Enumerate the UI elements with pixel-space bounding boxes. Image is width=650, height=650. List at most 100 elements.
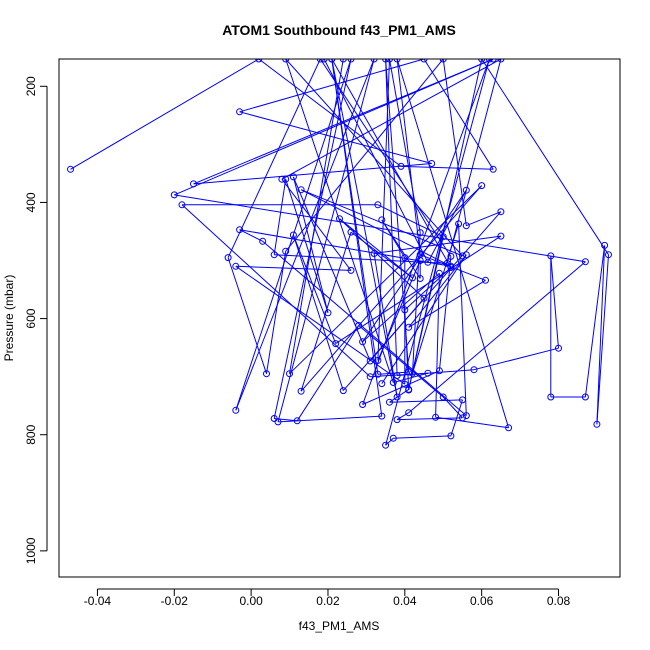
data-point bbox=[382, 441, 390, 449]
data-point bbox=[224, 254, 232, 262]
data-point bbox=[255, 59, 263, 63]
data-point bbox=[263, 370, 270, 378]
data-point bbox=[282, 175, 290, 183]
series-line-segment bbox=[262, 240, 467, 416]
series-line-segment bbox=[385, 437, 394, 446]
data-point bbox=[547, 252, 555, 260]
series-line-segment bbox=[227, 257, 267, 374]
data-point bbox=[359, 401, 367, 408]
data-point bbox=[439, 233, 447, 241]
y-axis: 200 400 600 800 1000 bbox=[24, 76, 48, 564]
x-tick-label: -0.02 bbox=[161, 594, 189, 608]
data-point bbox=[282, 59, 290, 63]
data-point bbox=[366, 357, 374, 365]
data-point bbox=[405, 323, 413, 331]
data-point bbox=[297, 387, 305, 395]
series-line-segment bbox=[408, 261, 586, 414]
data-point bbox=[581, 258, 589, 266]
y-tick-label: 600 bbox=[24, 308, 38, 328]
data-point bbox=[67, 165, 74, 173]
data-point bbox=[386, 59, 393, 63]
data-point bbox=[462, 186, 470, 194]
series-line-segment bbox=[596, 254, 609, 425]
series-line-segment bbox=[339, 218, 413, 279]
data-point bbox=[497, 208, 505, 216]
series-line-segment bbox=[377, 59, 390, 361]
x-tick-label: 0.02 bbox=[316, 594, 340, 608]
series-line-segment bbox=[408, 236, 444, 391]
y-axis-label: Pressure (mbar) bbox=[2, 275, 16, 362]
data-point bbox=[462, 222, 470, 230]
data-point bbox=[374, 201, 382, 209]
series-line-segment bbox=[239, 229, 263, 242]
x-tick-label: 0.06 bbox=[470, 594, 494, 608]
series-line-segment bbox=[323, 59, 429, 263]
series-line-segment bbox=[289, 185, 483, 375]
series-line-segment bbox=[239, 111, 432, 164]
data-point bbox=[278, 175, 286, 183]
data-point bbox=[435, 367, 443, 375]
y-tick-label: 1000 bbox=[24, 537, 38, 564]
series-line-segment bbox=[292, 234, 337, 344]
data-point bbox=[320, 59, 328, 63]
data-point bbox=[374, 356, 382, 364]
data-point bbox=[455, 220, 463, 228]
series-line-segment bbox=[389, 59, 421, 233]
data-point bbox=[497, 232, 505, 240]
series-line-segment bbox=[377, 204, 444, 238]
series-line-segment bbox=[427, 189, 467, 263]
series-line-segment bbox=[423, 59, 494, 170]
series-line-segment bbox=[408, 279, 486, 328]
data-point bbox=[389, 434, 397, 442]
series-line-segment bbox=[412, 232, 421, 374]
data-point bbox=[339, 387, 347, 395]
data-point bbox=[405, 409, 413, 417]
series-line-segment bbox=[381, 219, 406, 258]
series-line-segment bbox=[350, 231, 413, 279]
chart-title: ATOM1 Southbound f43_PM1_AMS bbox=[222, 22, 456, 38]
data-point bbox=[378, 380, 386, 388]
series-line-segment bbox=[396, 412, 409, 421]
series-line-segment bbox=[300, 189, 452, 267]
data-point bbox=[347, 59, 355, 63]
series-line-segment bbox=[277, 59, 375, 423]
series-line-segment bbox=[400, 165, 494, 170]
series-line-segment bbox=[450, 399, 463, 437]
data-point bbox=[382, 59, 390, 63]
series-line-segment bbox=[397, 417, 463, 421]
data-point bbox=[232, 406, 240, 414]
series-line-segment bbox=[393, 435, 451, 439]
series-line-segment bbox=[404, 309, 410, 391]
x-tick-label: 0.04 bbox=[393, 594, 417, 608]
series-line-segment bbox=[274, 254, 448, 264]
series-line-segment bbox=[373, 253, 398, 398]
series-line-segment bbox=[70, 59, 260, 170]
data-point bbox=[547, 393, 555, 401]
x-axis: -0.04 -0.02 0.00 0.02 0.04 0.06 0.08 bbox=[84, 588, 571, 608]
data-point bbox=[170, 191, 178, 199]
series-line-segment bbox=[473, 347, 559, 371]
series-line-segment bbox=[438, 256, 452, 371]
data-point bbox=[289, 231, 297, 239]
plot-area bbox=[67, 59, 612, 449]
series-line-segment bbox=[235, 59, 352, 411]
series-line-segment bbox=[300, 185, 483, 392]
x-tick-label: 0.08 bbox=[547, 594, 571, 608]
data-point bbox=[401, 254, 409, 262]
data-point bbox=[297, 186, 305, 194]
data-point bbox=[236, 226, 244, 234]
data-point bbox=[405, 368, 413, 376]
series-line-segment bbox=[381, 254, 467, 384]
data-point bbox=[259, 237, 267, 245]
data-point bbox=[424, 258, 432, 266]
data-point bbox=[428, 160, 436, 167]
data-point bbox=[397, 162, 405, 170]
series-line-segment bbox=[292, 176, 371, 362]
series-line-segment bbox=[435, 416, 509, 429]
data-point bbox=[316, 59, 324, 63]
data-point bbox=[447, 432, 455, 440]
series-line-segment bbox=[446, 59, 502, 264]
series-line-segment bbox=[550, 255, 559, 349]
data-point bbox=[401, 380, 409, 388]
